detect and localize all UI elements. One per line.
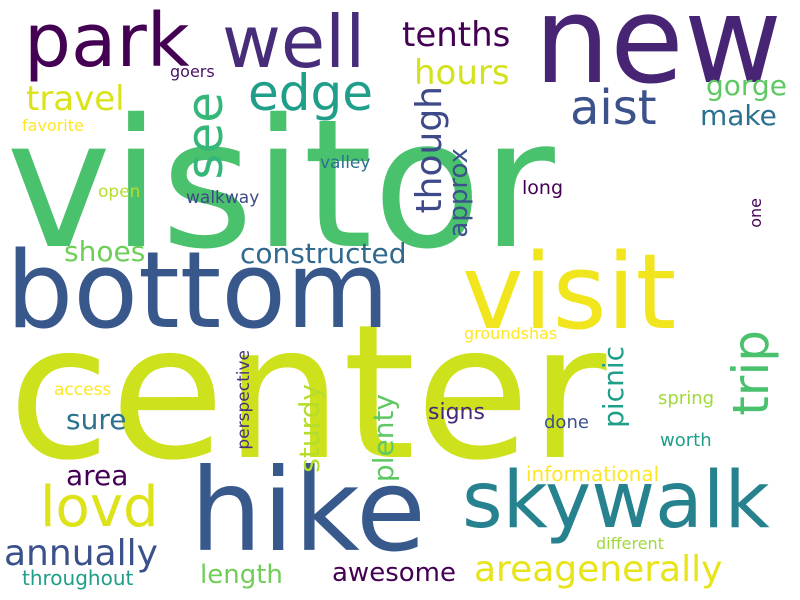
- word-areagenerally: areagenerally: [474, 549, 723, 590]
- word-aist: aist: [570, 80, 657, 136]
- word-sure: sure: [66, 403, 127, 436]
- word-informational: informational: [526, 462, 660, 486]
- word-sturdy: sturdy: [293, 384, 326, 473]
- word-spring: spring: [658, 388, 715, 409]
- word-skywalk: skywalk: [462, 456, 770, 546]
- word-valley: valley: [320, 153, 371, 173]
- word-hike: hike: [190, 444, 427, 577]
- word-awesome: awesome: [332, 558, 456, 588]
- word-visitor: visitor: [6, 81, 555, 288]
- word-lovd: lovd: [40, 475, 159, 540]
- word-tenths: tenths: [402, 15, 511, 55]
- word-walkway: walkway: [186, 188, 260, 208]
- word-annually: annually: [4, 533, 158, 574]
- word-though: though: [409, 86, 450, 214]
- word-visit: visit: [462, 231, 677, 353]
- word-perspective: perspective: [234, 350, 254, 450]
- word-see: see: [176, 92, 234, 180]
- word-throughout: throughout: [22, 566, 134, 590]
- word-make: make: [700, 99, 777, 132]
- word-new: new: [534, 0, 783, 111]
- word-picnic: picnic: [597, 346, 630, 428]
- word-shoes: shoes: [64, 235, 146, 268]
- word-hours: hours: [414, 53, 510, 93]
- word-approx: approx: [444, 148, 474, 238]
- word-different: different: [596, 534, 664, 553]
- word-one: one: [746, 198, 765, 228]
- word-plenty: plenty: [367, 394, 400, 483]
- word-trip: trip: [722, 330, 780, 416]
- word-goers: goers: [170, 62, 215, 81]
- word-edge: edge: [248, 64, 373, 122]
- word-signs: signs: [428, 400, 485, 425]
- word-open: open: [98, 182, 141, 202]
- word-well: well: [222, 0, 366, 84]
- word-done: done: [544, 412, 589, 433]
- word-access: access: [54, 380, 112, 400]
- word-center: center: [8, 284, 607, 501]
- word-gorge: gorge: [706, 69, 787, 102]
- word-travel: travel: [26, 79, 125, 119]
- word-length: length: [200, 560, 283, 590]
- word-favorite: favorite: [22, 116, 84, 135]
- word-area: area: [66, 459, 129, 492]
- word-worth: worth: [660, 430, 712, 451]
- word-long: long: [522, 177, 564, 199]
- word-groundshas: groundshas: [464, 324, 558, 343]
- word-constructed: constructed: [240, 237, 407, 270]
- word-bottom: bottom: [6, 229, 390, 352]
- word-park: park: [24, 0, 190, 84]
